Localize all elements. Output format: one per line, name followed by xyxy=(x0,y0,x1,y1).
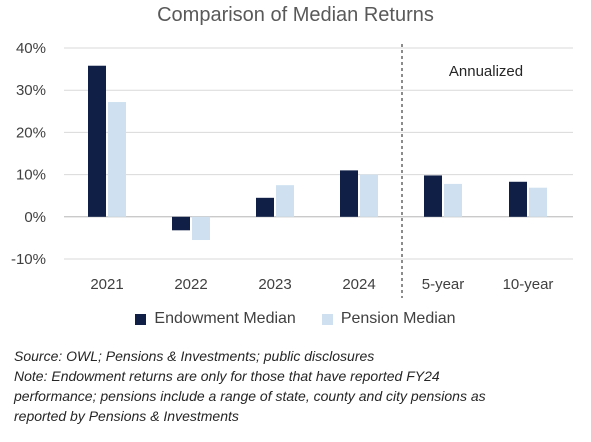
bar-endowment xyxy=(340,170,358,217)
legend-swatch-pension xyxy=(321,313,333,325)
y-tick-label: 10% xyxy=(16,167,46,184)
x-tick-label: 5-year xyxy=(422,276,465,293)
x-tick-label: 2022 xyxy=(174,276,207,293)
legend-swatch-endowment xyxy=(135,313,147,325)
bar-endowment xyxy=(172,216,190,231)
y-tick-label: 20% xyxy=(16,124,46,141)
bar-endowment xyxy=(424,175,442,217)
y-tick-label: 40% xyxy=(16,40,46,57)
legend-label-endowment: Endowment Median xyxy=(154,310,296,327)
bar-pension xyxy=(360,174,378,217)
note-line: Note: Endowment returns are only for tho… xyxy=(14,368,440,384)
chart-title: Comparison of Median Returns xyxy=(157,4,434,26)
annualized-label: Annualized xyxy=(449,63,523,80)
note-line: reported by Pensions & Investments xyxy=(14,408,239,424)
bar-pension xyxy=(444,183,462,217)
x-tick-label: 2021 xyxy=(90,276,123,293)
bar-endowment xyxy=(509,181,527,217)
y-tick-label: 0% xyxy=(24,209,46,226)
x-tick-label: 2024 xyxy=(342,276,375,293)
bar-pension xyxy=(529,187,547,217)
legend-item-pension: Pension Median xyxy=(321,310,456,328)
chart-legend: Endowment Median Pension Median xyxy=(0,310,591,328)
bar-pension xyxy=(276,185,294,217)
legend-label-pension: Pension Median xyxy=(340,310,456,327)
y-tick-label: -10% xyxy=(11,251,46,268)
x-tick-label: 10-year xyxy=(503,276,554,293)
bar-pension xyxy=(108,102,126,217)
bar-endowment xyxy=(256,197,274,217)
legend-item-endowment: Endowment Median xyxy=(135,310,296,328)
source-note: Source: OWL; Pensions & Investments; pub… xyxy=(14,348,375,364)
bar-endowment xyxy=(88,65,106,217)
note-line: performance; pensions include a range of… xyxy=(14,388,486,404)
x-tick-label: 2023 xyxy=(258,276,291,293)
chart-plot: 40% 30% 20% 10% 0% -10% 2021 2022 2023 2024 5-year… xyxy=(11,40,573,298)
y-tick-label: 30% xyxy=(16,82,46,99)
chart-notes: Source: OWL; Pensions & Investments; pub… xyxy=(14,346,584,426)
bar-pension xyxy=(192,216,210,241)
